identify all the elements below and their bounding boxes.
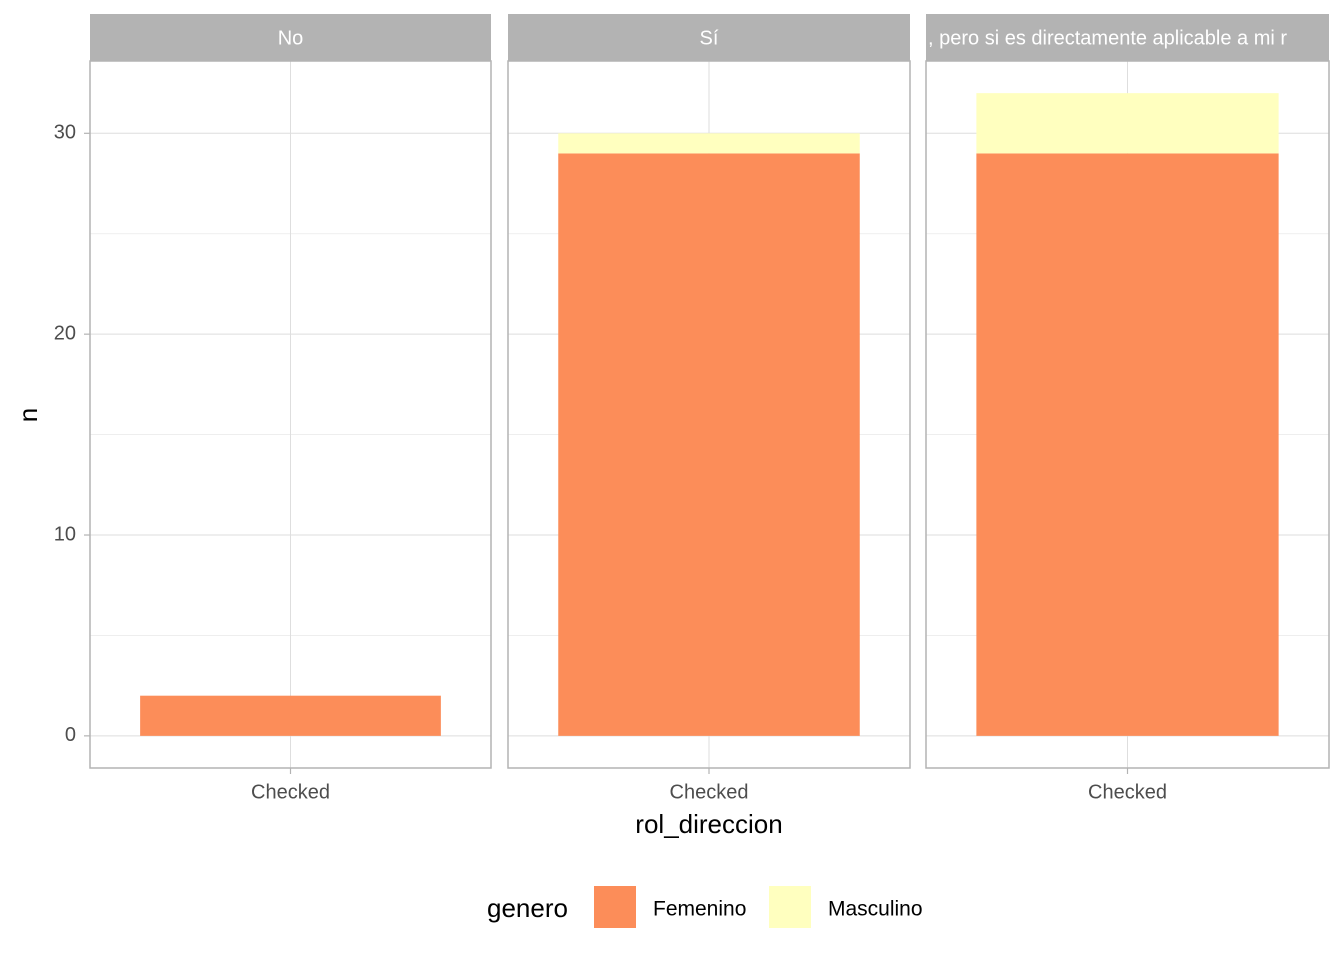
bar-segment: [976, 93, 1279, 154]
legend-title: genero: [487, 893, 568, 923]
facet-strip: [90, 14, 491, 61]
x-tick-label: Checked: [670, 781, 749, 803]
facet-title: Sí: [700, 27, 719, 49]
legend-label: Femenino: [653, 898, 746, 921]
legend-key: [594, 886, 636, 928]
facet-strip-group: , pero si es directamente aplicable a mi…: [928, 27, 1287, 49]
facet-strip-group: No: [278, 27, 304, 49]
facet-strip: [926, 14, 1329, 61]
facet-title: , pero si es directamente aplicable a mi…: [928, 27, 1287, 49]
y-tick-label: 30: [54, 122, 76, 144]
bar-segment: [976, 153, 1279, 736]
bar-segment: [140, 695, 441, 736]
y-tick-label: 0: [65, 724, 76, 746]
bar-segment: [558, 133, 860, 154]
facet-strip-group: Sí: [700, 27, 719, 49]
x-axis-title: rol_direccion: [635, 809, 782, 839]
y-tick-label: 10: [54, 523, 76, 545]
facet-strip: [508, 14, 910, 61]
legend-key: [769, 886, 811, 928]
legend-label: Masculino: [828, 898, 923, 921]
y-tick-label: 20: [54, 322, 76, 344]
x-tick-label: Checked: [251, 781, 330, 803]
x-tick-label: Checked: [1088, 781, 1167, 803]
bar-segment: [558, 153, 860, 736]
y-axis-title: n: [13, 408, 43, 422]
facet-title: No: [278, 27, 304, 49]
